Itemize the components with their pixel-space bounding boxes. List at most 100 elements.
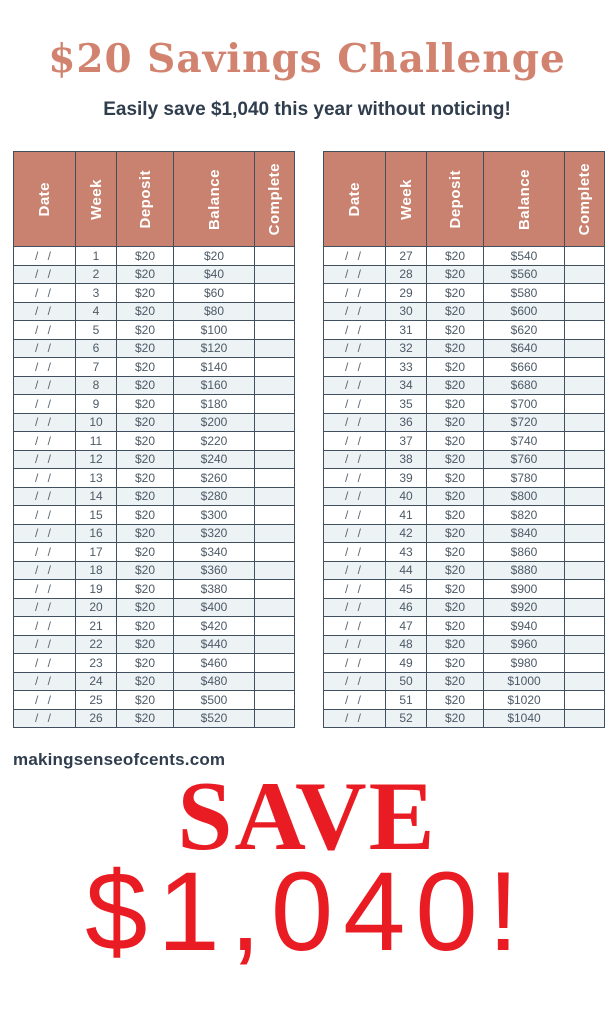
deposit-cell: $20 (426, 264, 484, 284)
complete-cell (564, 560, 605, 580)
table-row: / /3 $20 $60 (13, 283, 295, 303)
balance-cell: $180 (173, 394, 255, 414)
header-deposit: Deposit (116, 151, 174, 247)
table-row: / /13 $20 $260 (13, 468, 295, 488)
date-cell: / / (13, 690, 76, 710)
balance-cell: $240 (173, 449, 255, 469)
balance-cell: $920 (483, 597, 565, 617)
week-cell: 25 (75, 690, 117, 710)
deposit-cell: $20 (116, 523, 174, 543)
week-cell: 28 (385, 264, 427, 284)
complete-cell (254, 560, 295, 580)
deposit-cell: $20 (116, 505, 174, 525)
complete-cell (254, 357, 295, 377)
table-row: / /48 $20 $960 (323, 634, 605, 654)
complete-cell (564, 542, 605, 562)
table-row: / /2 $20 $40 (13, 264, 295, 284)
deposit-cell: $20 (426, 708, 484, 728)
header-week: Week (75, 151, 117, 247)
balance-cell: $160 (173, 375, 255, 395)
deposit-cell: $20 (116, 449, 174, 469)
deposit-cell: $20 (116, 690, 174, 710)
balance-cell: $640 (483, 338, 565, 358)
week-cell: 7 (75, 357, 117, 377)
header-week-label: Week (87, 179, 105, 220)
deposit-cell: $20 (426, 634, 484, 654)
week-cell: 37 (385, 431, 427, 451)
complete-cell (254, 338, 295, 358)
balance-cell: $800 (483, 486, 565, 506)
deposit-cell: $20 (116, 412, 174, 432)
table-row: / /16 $20 $320 (13, 523, 295, 543)
balance-cell: $860 (483, 542, 565, 562)
date-cell: / / (13, 283, 76, 303)
complete-cell (564, 671, 605, 691)
date-cell: / / (13, 708, 76, 728)
balance-cell: $300 (173, 505, 255, 525)
table-row: / /49 $20 $980 (323, 653, 605, 673)
week-cell: 5 (75, 320, 117, 340)
balance-cell: $1020 (483, 690, 565, 710)
table-row: / /5 $20 $100 (13, 320, 295, 340)
deposit-cell: $20 (426, 283, 484, 303)
complete-cell (254, 690, 295, 710)
date-cell: / / (323, 320, 386, 340)
date-cell: / / (323, 264, 386, 284)
deposit-cell: $20 (426, 486, 484, 506)
date-cell: / / (323, 449, 386, 469)
table-row: / /21 $20 $420 (13, 616, 295, 636)
complete-cell (564, 412, 605, 432)
balance-cell: $600 (483, 301, 565, 321)
balance-cell: $780 (483, 468, 565, 488)
week-cell: 38 (385, 449, 427, 469)
deposit-cell: $20 (426, 394, 484, 414)
table-row: / /47 $20 $940 (323, 616, 605, 636)
deposit-cell: $20 (116, 653, 174, 673)
balance-cell: $680 (483, 375, 565, 395)
complete-cell (254, 412, 295, 432)
balance-cell: $980 (483, 653, 565, 673)
date-cell: / / (323, 412, 386, 432)
week-cell: 51 (385, 690, 427, 710)
deposit-cell: $20 (426, 690, 484, 710)
complete-cell (254, 597, 295, 617)
complete-cell (254, 449, 295, 469)
week-cell: 6 (75, 338, 117, 358)
date-cell: / / (323, 468, 386, 488)
date-cell: / / (13, 542, 76, 562)
complete-cell (564, 375, 605, 395)
balance-cell: $400 (173, 597, 255, 617)
header-date: Date (323, 151, 386, 247)
complete-cell (564, 246, 605, 266)
balance-cell: $500 (173, 690, 255, 710)
header-week-label: Week (397, 179, 415, 220)
complete-cell (564, 320, 605, 340)
date-cell: / / (323, 505, 386, 525)
balance-cell: $440 (173, 634, 255, 654)
complete-cell (254, 579, 295, 599)
week-cell: 14 (75, 486, 117, 506)
deposit-cell: $20 (426, 246, 484, 266)
header-balance-label: Balance (205, 168, 223, 231)
complete-cell (254, 394, 295, 414)
right-table-body: / /27 $20 $540/ /28 $20 $560/ /29 $20 $580/ /3… (323, 246, 605, 728)
table-row: / /1 $20 $20 (13, 246, 295, 266)
date-cell: / / (13, 671, 76, 691)
header-deposit-label: Deposit (446, 170, 464, 229)
header-deposit: Deposit (426, 151, 484, 247)
deposit-cell: $20 (116, 579, 174, 599)
table-row: / /27 $20 $540 (323, 246, 605, 266)
deposit-cell: $20 (116, 320, 174, 340)
table-row: / /4 $20 $80 (13, 301, 295, 321)
balance-cell: $260 (173, 468, 255, 488)
deposit-cell: $20 (426, 301, 484, 321)
table-row: / /20 $20 $400 (13, 597, 295, 617)
savings-table-weeks-1-26: Date Week Deposit Balance Complete / /1 $… (13, 151, 295, 728)
deposit-cell: $20 (426, 671, 484, 691)
table-row: / /41 $20 $820 (323, 505, 605, 525)
table-row: / /33 $20 $660 (323, 357, 605, 377)
deposit-cell: $20 (426, 320, 484, 340)
complete-cell (564, 579, 605, 599)
date-cell: / / (13, 616, 76, 636)
complete-cell (254, 375, 295, 395)
